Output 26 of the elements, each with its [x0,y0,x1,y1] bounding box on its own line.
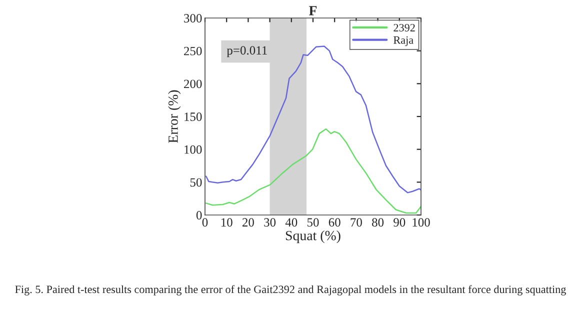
x-tick-label: 30 [264,218,276,227]
x-tick-label: 40 [285,218,298,227]
y-tick-label: 200 [184,80,202,88]
x-tick-label: 80 [372,218,384,227]
y-axis-title: Error (%) [168,90,181,143]
line-series [205,46,421,194]
x-tick-label: 100 [412,218,430,227]
chart-title: F [308,6,317,16]
x-tick-label: 10 [221,218,232,227]
x-tick-label: 0 [202,218,208,227]
x-tick-label: 60 [328,218,340,227]
x-tick-label: 50 [307,218,319,227]
legend-label: Raja [394,36,414,46]
y-tick-label: 250 [184,46,202,56]
y-tick-label: 150 [184,112,202,121]
band-label: p=0.011 [226,46,267,58]
y-tick-label: 100 [184,145,202,154]
x-tick-label: 20 [242,218,254,227]
x-tick-label: 90 [394,218,406,227]
legend-label: 2392 [394,24,415,32]
x-axis-title: Squat (%) [286,230,340,244]
x-tick-label: 70 [350,218,362,227]
caption: Fig. 5. Paired t-test results comparing the error of the Gait2392 and Rajagopal models in the resultant force during squatting [15,285,566,296]
y-tick-label: 300 [184,14,202,22]
y-tick-label: 50 [190,178,202,187]
y-tick-label: 0 [196,211,202,220]
